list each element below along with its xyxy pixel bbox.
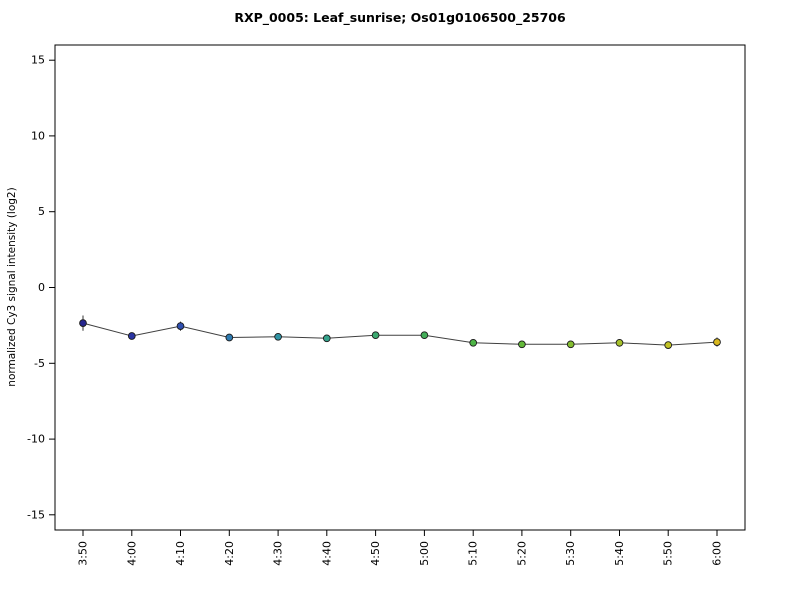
chart-title: RXP_0005: Leaf_sunrise; Os01g0106500_257… [234, 10, 566, 26]
plot-border [54, 44, 746, 531]
x-tick-label: 4:20 [223, 541, 236, 566]
x-tick-label: 4:00 [125, 541, 138, 566]
y-tick-label: 5 [38, 205, 45, 218]
y-tick-label: 10 [31, 129, 45, 142]
x-tick-label: 4:10 [174, 541, 187, 566]
data-point [176, 322, 185, 330]
data-point [469, 338, 478, 347]
x-tick-label: 4:40 [320, 541, 333, 566]
data-point [518, 340, 526, 349]
y-tick-label: 15 [31, 54, 45, 67]
series-line [82, 322, 718, 346]
x-tick-label: 5:20 [515, 541, 528, 566]
x-tick-label: 5:50 [662, 541, 675, 566]
x-tick-label: 5:40 [613, 541, 626, 566]
data-point [79, 319, 87, 327]
y-tick-label: -5 [34, 357, 45, 370]
plot-area: -15 -10 -5 0 5 10 15 3:50 4:00 4:10 4:20 4:30 4:40 4:… [27, 44, 746, 566]
data-point [615, 338, 624, 347]
data-point [566, 340, 575, 349]
data-point [713, 338, 721, 346]
x-tick-label: 4:30 [272, 541, 285, 566]
y-axis-label: normalized Cy3 signal intensity (log2) [6, 187, 18, 386]
data-point [664, 341, 673, 349]
x-tick-label: 3:50 [77, 541, 90, 566]
data-point [371, 331, 380, 340]
data-point [420, 331, 429, 340]
x-tick-label: 5:00 [418, 541, 431, 566]
data-point [274, 332, 282, 341]
data-point [127, 332, 136, 340]
y-tick-label: -10 [27, 433, 45, 446]
data-point [322, 334, 331, 343]
x-tick-label: 4:50 [369, 541, 382, 566]
x-tick-label: 5:30 [564, 541, 577, 566]
y-tick-label: -15 [27, 508, 45, 521]
x-tick-label: 6:00 [711, 541, 724, 566]
x-tick-label: 5:10 [467, 541, 480, 566]
y-tick-label: 0 [38, 281, 45, 294]
data-point [225, 333, 234, 342]
